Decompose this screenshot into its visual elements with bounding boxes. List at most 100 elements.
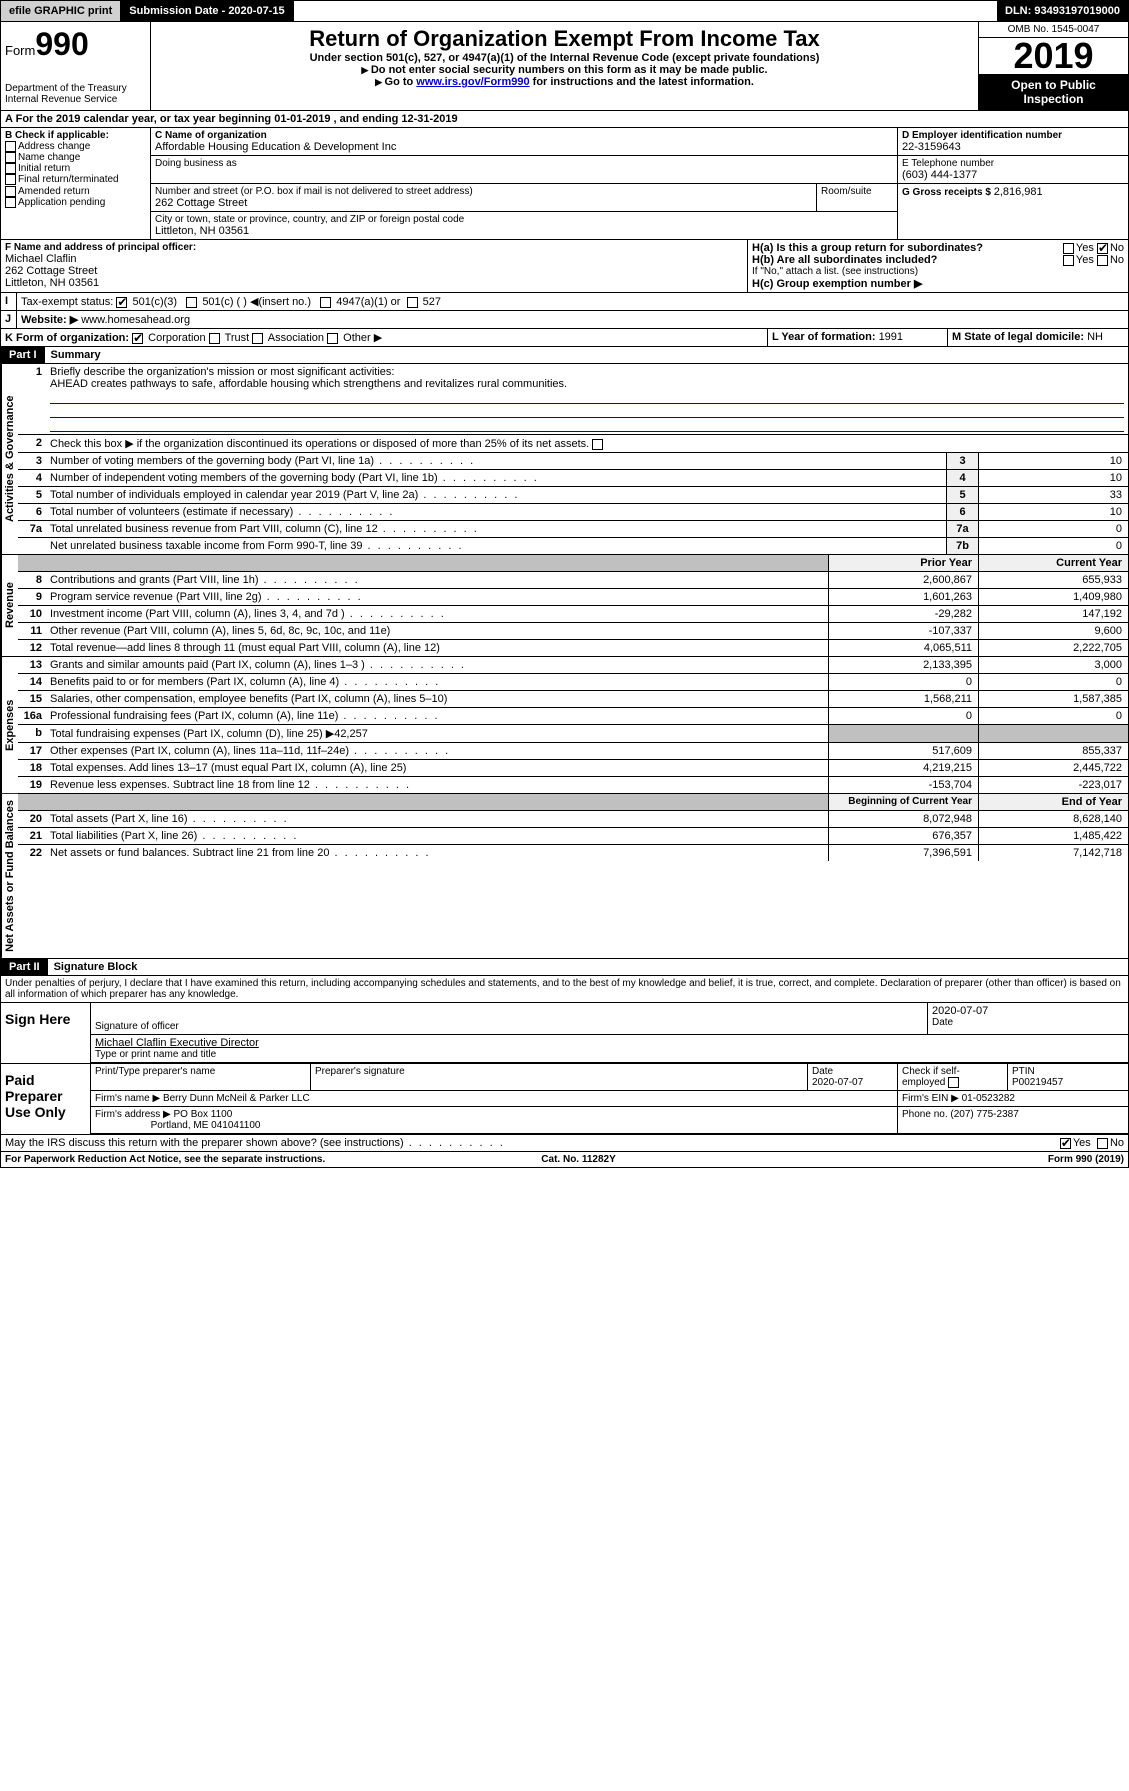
l6: Total number of volunteers (estimate if … — [46, 504, 946, 520]
firm-name: Berry Dunn McNeil & Parker LLC — [163, 1093, 310, 1104]
p16b — [828, 725, 978, 742]
chk-amended[interactable] — [5, 186, 16, 197]
sign-here-block: Sign Here Signature of officer 2020-07-0… — [0, 1003, 1129, 1064]
c10: 147,192 — [978, 606, 1128, 622]
chk-selfemp[interactable] — [948, 1077, 959, 1088]
chk-hb-yes[interactable] — [1063, 255, 1074, 266]
chk-ha-no[interactable] — [1097, 243, 1108, 254]
v5: 33 — [978, 487, 1128, 503]
prior-hdr: Prior Year — [828, 555, 978, 571]
chk-final-return[interactable] — [5, 174, 16, 185]
p14: 0 — [828, 674, 978, 690]
p20: 8,072,948 — [828, 811, 978, 827]
chk-discuss-no[interactable] — [1097, 1138, 1108, 1149]
l9: Program service revenue (Part VIII, line… — [46, 589, 828, 605]
form-prefix: Form — [5, 43, 35, 58]
c9: 1,409,980 — [978, 589, 1128, 605]
page-footer: For Paperwork Reduction Act Notice, see … — [0, 1152, 1129, 1168]
c16b — [978, 725, 1128, 742]
subtitle-1: Under section 501(c), 527, or 4947(a)(1)… — [155, 52, 974, 64]
ein-label: Firm's EIN ▶ — [902, 1093, 959, 1104]
l15: Salaries, other compensation, employee b… — [46, 691, 828, 707]
efile-print-button[interactable]: efile GRAPHIC print — [1, 1, 121, 21]
tax-exempt-row: I Tax-exempt status: 501(c)(3) 501(c) ( … — [0, 293, 1129, 311]
p12: 4,065,511 — [828, 640, 978, 656]
p9: 1,601,263 — [828, 589, 978, 605]
l5: Total number of individuals employed in … — [46, 487, 946, 503]
l13: Grants and similar amounts paid (Part IX… — [46, 657, 828, 673]
chk-initial-return[interactable] — [5, 163, 16, 174]
chk-other[interactable] — [327, 333, 338, 344]
k-label: K Form of organization: — [5, 332, 129, 344]
p19: -153,704 — [828, 777, 978, 793]
l17: Other expenses (Part IX, column (A), lin… — [46, 743, 828, 759]
ptin: P00219457 — [1012, 1077, 1063, 1088]
efile-header: efile GRAPHIC print Submission Date - 20… — [0, 0, 1129, 22]
footer-mid: Cat. No. 11282Y — [541, 1154, 615, 1165]
l1-value: AHEAD creates pathways to safe, affordab… — [50, 378, 1124, 390]
current-hdr: Current Year — [978, 555, 1128, 571]
chk-name-change[interactable] — [5, 152, 16, 163]
chk-discontinued[interactable] — [592, 439, 603, 450]
chk-trust[interactable] — [209, 333, 220, 344]
prep-date: 2020-07-07 — [812, 1077, 863, 1088]
l3: Number of voting members of the governin… — [46, 453, 946, 469]
p15: 1,568,211 — [828, 691, 978, 707]
l2: Check this box ▶ if the organization dis… — [46, 435, 1128, 452]
room-label: Room/suite — [817, 184, 897, 211]
firm-phone: (207) 775-2387 — [950, 1109, 1018, 1120]
chk-4947[interactable] — [320, 297, 331, 308]
i-label: Tax-exempt status: — [21, 296, 113, 308]
chk-527[interactable] — [407, 297, 418, 308]
chk-hb-no[interactable] — [1097, 255, 1108, 266]
p17: 517,609 — [828, 743, 978, 759]
begin-hdr: Beginning of Current Year — [828, 794, 978, 810]
sig-officer-label: Signature of officer — [95, 1021, 923, 1032]
c19: -223,017 — [978, 777, 1128, 793]
domicile: NH — [1087, 331, 1103, 343]
chk-assoc[interactable] — [252, 333, 263, 344]
l7a: Total unrelated business revenue from Pa… — [46, 521, 946, 537]
ptin-label: PTIN — [1012, 1066, 1035, 1077]
c15: 1,587,385 — [978, 691, 1128, 707]
officer-addr: 262 Cottage Street — [5, 265, 743, 277]
subtitle-2: Do not enter social security numbers on … — [155, 64, 974, 76]
c13: 3,000 — [978, 657, 1128, 673]
v4: 10 — [978, 470, 1128, 486]
sig-date-label: Date — [932, 1017, 1124, 1028]
p21: 676,357 — [828, 828, 978, 844]
p22: 7,396,591 — [828, 845, 978, 861]
l12: Total revenue—add lines 8 through 11 (mu… — [46, 640, 828, 656]
form990-link[interactable]: www.irs.gov/Form990 — [416, 76, 529, 88]
officer-name: Michael Claflin — [5, 253, 743, 265]
c8: 655,933 — [978, 572, 1128, 588]
dln: DLN: 93493197019000 — [997, 1, 1128, 21]
chk-ha-yes[interactable] — [1063, 243, 1074, 254]
form-number: Form990 — [5, 26, 146, 63]
firm-addr: PO Box 1100 — [174, 1109, 233, 1120]
chk-app-pending[interactable] — [5, 197, 16, 208]
d-label: D Employer identification number — [902, 130, 1124, 141]
l11: Other revenue (Part VIII, column (A), li… — [46, 623, 828, 639]
chk-corp[interactable] — [132, 333, 143, 344]
chk-501c[interactable] — [186, 297, 197, 308]
phone: (603) 444-1377 — [902, 169, 1124, 181]
l-label: L Year of formation: — [772, 331, 879, 343]
org-info-grid: B Check if applicable: Address change Na… — [0, 128, 1129, 240]
v6: 10 — [978, 504, 1128, 520]
expenses-section: Expenses 13Grants and similar amounts pa… — [0, 657, 1129, 794]
v7a: 0 — [978, 521, 1128, 537]
governance-label: Activities & Governance — [1, 364, 18, 554]
footer-left: For Paperwork Reduction Act Notice, see … — [5, 1154, 325, 1165]
b-label: B Check if applicable: — [5, 130, 146, 141]
part1-title: Summary — [45, 347, 107, 363]
chk-discuss-yes[interactable] — [1060, 1138, 1071, 1149]
l22: Net assets or fund balances. Subtract li… — [46, 845, 828, 861]
org-name: Affordable Housing Education & Developme… — [155, 141, 893, 153]
chk-address-change[interactable] — [5, 141, 16, 152]
tax-year: 2019 — [979, 38, 1128, 74]
submission-date: Submission Date - 2020-07-15 — [121, 1, 293, 21]
form-title: Return of Organization Exempt From Incom… — [155, 26, 974, 52]
chk-501c3[interactable] — [116, 297, 127, 308]
p13: 2,133,395 — [828, 657, 978, 673]
